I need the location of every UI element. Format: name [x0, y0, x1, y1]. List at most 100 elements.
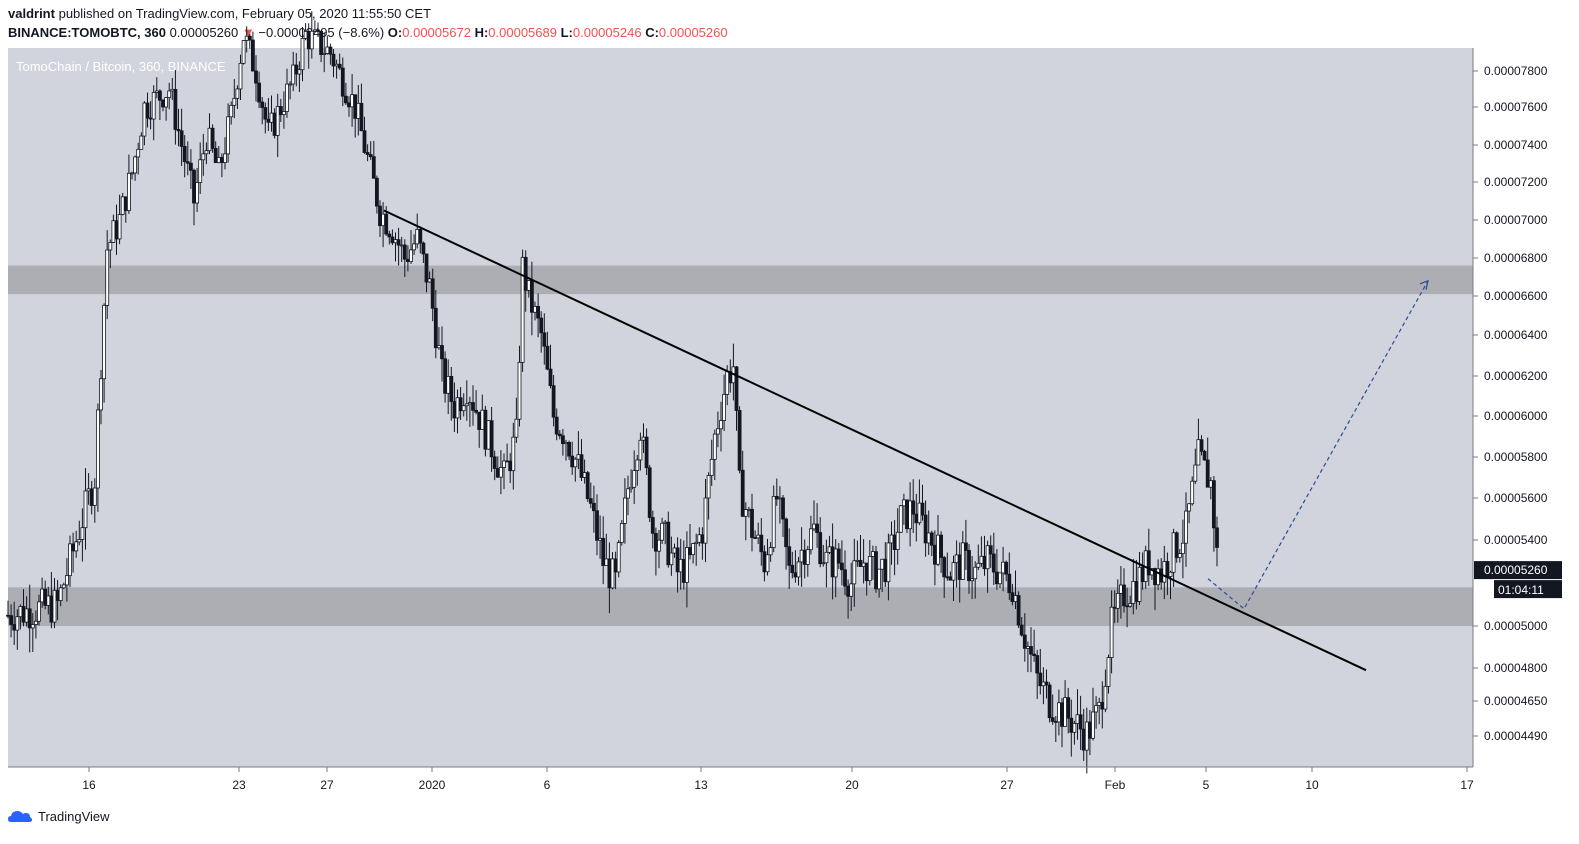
- candle[interactable]: [905, 499, 909, 534]
- candle[interactable]: [61, 582, 66, 590]
- candle[interactable]: [1196, 418, 1201, 466]
- candle[interactable]: [133, 155, 138, 181]
- candle[interactable]: [960, 531, 965, 580]
- candle[interactable]: [539, 311, 544, 353]
- candle[interactable]: [1038, 648, 1043, 695]
- candle[interactable]: [784, 517, 788, 570]
- candle[interactable]: [229, 101, 234, 125]
- candle[interactable]: [1128, 595, 1133, 608]
- candle[interactable]: [694, 533, 699, 566]
- candle[interactable]: [430, 268, 435, 322]
- candle[interactable]: [108, 239, 113, 269]
- candle[interactable]: [396, 227, 401, 266]
- candle[interactable]: [142, 101, 147, 146]
- candle[interactable]: [167, 82, 172, 110]
- candle[interactable]: [136, 142, 141, 175]
- candle[interactable]: [1168, 570, 1173, 600]
- candle[interactable]: [34, 610, 38, 639]
- candle[interactable]: [929, 530, 934, 557]
- candle[interactable]: [685, 531, 689, 608]
- candle[interactable]: [1103, 669, 1108, 713]
- candle[interactable]: [970, 556, 974, 600]
- candle[interactable]: [331, 48, 336, 78]
- candle[interactable]: [226, 103, 231, 163]
- candle[interactable]: [985, 540, 990, 593]
- candle[interactable]: [796, 556, 801, 586]
- candle[interactable]: [991, 532, 996, 585]
- candle[interactable]: [319, 30, 324, 63]
- candle[interactable]: [765, 538, 770, 576]
- candle[interactable]: [365, 144, 370, 162]
- candle[interactable]: [303, 23, 308, 41]
- candle[interactable]: [852, 538, 857, 607]
- y-axis[interactable]: 0.00007800 0.00007600 0.00007400 0.00007200…: [1473, 64, 1562, 743]
- candle[interactable]: [223, 137, 227, 170]
- candle[interactable]: [1212, 476, 1216, 552]
- candle[interactable]: [595, 494, 599, 556]
- candle[interactable]: [374, 175, 379, 214]
- candle[interactable]: [809, 515, 813, 555]
- candle[interactable]: [151, 85, 156, 141]
- candle[interactable]: [340, 57, 345, 107]
- candle[interactable]: [616, 540, 621, 578]
- candle[interactable]: [464, 380, 469, 421]
- candle[interactable]: [250, 31, 255, 72]
- candle[interactable]: [139, 132, 144, 150]
- candle[interactable]: [843, 550, 847, 596]
- candle[interactable]: [650, 510, 655, 549]
- candle[interactable]: [15, 609, 20, 650]
- candle[interactable]: [343, 82, 348, 105]
- candle[interactable]: [610, 552, 615, 590]
- candle[interactable]: [520, 249, 525, 372]
- candle[interactable]: [511, 422, 516, 490]
- candle[interactable]: [1044, 669, 1049, 699]
- candle[interactable]: [923, 500, 928, 557]
- candle[interactable]: [412, 234, 417, 255]
- candle[interactable]: [164, 96, 169, 121]
- candle[interactable]: [288, 81, 293, 100]
- candle[interactable]: [99, 369, 103, 425]
- candle[interactable]: [359, 83, 364, 132]
- candle[interactable]: [1106, 654, 1111, 694]
- candle[interactable]: [585, 470, 590, 502]
- candle[interactable]: [911, 479, 916, 533]
- candle[interactable]: [281, 91, 286, 129]
- author-name[interactable]: valdrint: [8, 6, 55, 21]
- candle[interactable]: [623, 478, 627, 544]
- candle[interactable]: [173, 69, 178, 145]
- candle[interactable]: [601, 516, 606, 585]
- candle[interactable]: [1091, 687, 1095, 741]
- candle[interactable]: [660, 517, 664, 544]
- candle[interactable]: [517, 345, 522, 427]
- candle[interactable]: [492, 450, 497, 481]
- candle[interactable]: [523, 250, 528, 312]
- candle[interactable]: [691, 542, 695, 564]
- candle[interactable]: [737, 406, 742, 474]
- x-axis[interactable]: 16 23 27 2020 6 13 20 27 Feb 5 10 17: [82, 767, 1474, 792]
- candle[interactable]: [1050, 694, 1055, 725]
- candle[interactable]: [898, 504, 903, 534]
- candle[interactable]: [818, 517, 823, 568]
- candle[interactable]: [988, 535, 993, 568]
- candle[interactable]: [1181, 519, 1185, 579]
- candle[interactable]: [241, 39, 246, 65]
- candle[interactable]: [1215, 516, 1219, 567]
- candle[interactable]: [1205, 437, 1210, 488]
- candle[interactable]: [920, 484, 925, 521]
- candle[interactable]: [127, 154, 131, 214]
- candle[interactable]: [322, 32, 327, 73]
- candle[interactable]: [1004, 560, 1009, 582]
- candle[interactable]: [840, 540, 844, 586]
- candle[interactable]: [387, 230, 392, 245]
- candle[interactable]: [554, 408, 559, 441]
- candle[interactable]: [1029, 627, 1033, 673]
- candle[interactable]: [998, 572, 1002, 589]
- candle[interactable]: [942, 555, 947, 598]
- candle[interactable]: [1137, 551, 1142, 605]
- candle[interactable]: [886, 533, 891, 601]
- candle[interactable]: [247, 33, 252, 49]
- candle[interactable]: [706, 472, 711, 520]
- candle[interactable]: [1072, 720, 1077, 745]
- candle[interactable]: [1032, 629, 1036, 662]
- candle[interactable]: [1078, 695, 1083, 750]
